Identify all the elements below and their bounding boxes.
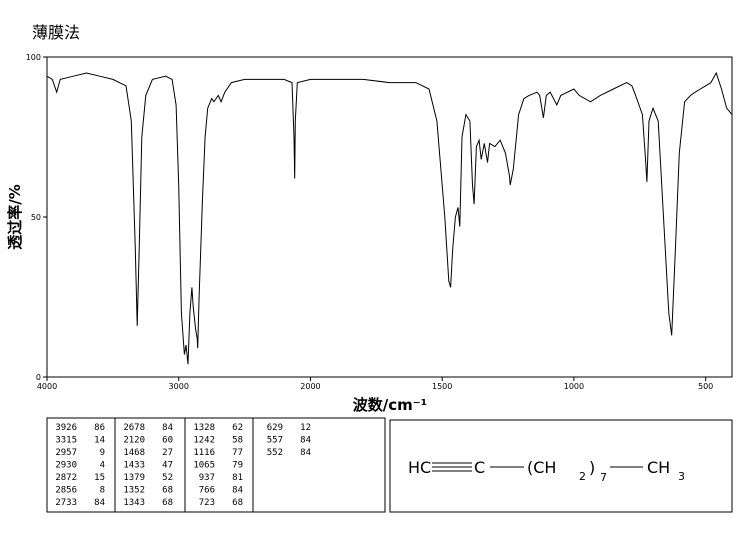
formula-count: 7 bbox=[600, 471, 607, 484]
peak-table-frame bbox=[46, 417, 386, 513]
peak-transmittance: 84 bbox=[162, 423, 173, 433]
formula-subscript: 2 bbox=[579, 470, 586, 483]
peak-transmittance: 52 bbox=[162, 473, 173, 483]
peak-transmittance: 77 bbox=[232, 448, 243, 458]
peak-transmittance: 47 bbox=[162, 461, 173, 471]
peak-transmittance: 86 bbox=[94, 423, 105, 433]
x-tick-label: 500 bbox=[698, 382, 713, 391]
peak-wavenumber: 937 bbox=[199, 473, 215, 483]
peak-transmittance: 84 bbox=[300, 436, 311, 446]
formula-frame bbox=[389, 419, 733, 513]
x-tick-label: 1000 bbox=[564, 382, 584, 391]
x-axis-label: 波数/cm⁻¹ bbox=[353, 396, 428, 414]
peak-wavenumber: 557 bbox=[267, 436, 283, 446]
peak-transmittance: 79 bbox=[232, 461, 243, 471]
peak-wavenumber: 1116 bbox=[193, 448, 215, 458]
formula-end-subscript: 3 bbox=[678, 470, 685, 483]
peak-wavenumber: 2733 bbox=[55, 498, 77, 508]
formula-end: CH bbox=[647, 458, 670, 477]
peak-wavenumber: 1343 bbox=[123, 498, 145, 508]
peak-wavenumber: 3926 bbox=[55, 423, 77, 433]
peak-wavenumber: 1328 bbox=[193, 423, 215, 433]
chart-title: 薄膜法 bbox=[32, 23, 80, 42]
peak-wavenumber: 2957 bbox=[55, 448, 77, 458]
x-tick-label: 4000 bbox=[37, 382, 57, 391]
peak-wavenumber: 2872 bbox=[55, 473, 77, 483]
peak-transmittance: 4 bbox=[100, 461, 105, 471]
peak-transmittance: 58 bbox=[232, 436, 243, 446]
peak-wavenumber: 1352 bbox=[123, 486, 145, 496]
peak-transmittance: 84 bbox=[232, 486, 243, 496]
formula-hc: HC bbox=[408, 458, 431, 477]
peak-transmittance: 60 bbox=[162, 436, 173, 446]
peak-transmittance: 8 bbox=[100, 486, 105, 496]
peak-transmittance: 15 bbox=[94, 473, 105, 483]
peak-wavenumber: 3315 bbox=[55, 436, 77, 446]
plot-frame bbox=[46, 56, 733, 378]
peak-wavenumber: 1379 bbox=[123, 473, 145, 483]
peak-wavenumber: 2930 bbox=[55, 461, 77, 471]
peak-transmittance: 62 bbox=[232, 423, 243, 433]
formula-close: ) bbox=[589, 458, 595, 477]
formula-group: (CH bbox=[527, 458, 556, 477]
peak-transmittance: 68 bbox=[162, 498, 173, 508]
peak-wavenumber: 552 bbox=[267, 448, 283, 458]
peak-wavenumber: 1065 bbox=[193, 461, 215, 471]
peak-wavenumber: 2120 bbox=[123, 436, 145, 446]
peak-wavenumber: 1242 bbox=[193, 436, 215, 446]
y-tick-label: 50 bbox=[31, 213, 41, 222]
peak-transmittance: 81 bbox=[232, 473, 243, 483]
spectrum-line bbox=[46, 71, 733, 365]
x-tick-label: 2000 bbox=[300, 382, 320, 391]
peak-transmittance: 27 bbox=[162, 448, 173, 458]
peak-wavenumber: 2856 bbox=[55, 486, 77, 496]
peak-wavenumber: 1468 bbox=[123, 448, 145, 458]
peak-transmittance: 84 bbox=[300, 448, 311, 458]
peak-transmittance: 68 bbox=[232, 498, 243, 508]
peak-transmittance: 14 bbox=[94, 436, 105, 446]
formula-c: C bbox=[474, 458, 485, 477]
peak-wavenumber: 1433 bbox=[123, 461, 145, 471]
x-tick-label: 1500 bbox=[432, 382, 452, 391]
peak-wavenumber: 723 bbox=[199, 498, 215, 508]
peak-transmittance: 68 bbox=[162, 486, 173, 496]
y-axis-label: 透过率/% bbox=[6, 184, 24, 250]
peak-wavenumber: 629 bbox=[267, 423, 283, 433]
x-tick-label: 3000 bbox=[169, 382, 189, 391]
peak-wavenumber: 766 bbox=[199, 486, 215, 496]
peak-transmittance: 84 bbox=[94, 498, 105, 508]
peak-wavenumber: 2678 bbox=[123, 423, 145, 433]
y-tick-label: 0 bbox=[36, 373, 41, 382]
peak-transmittance: 9 bbox=[100, 448, 105, 458]
y-tick-label: 100 bbox=[26, 53, 41, 62]
peak-transmittance: 12 bbox=[300, 423, 311, 433]
